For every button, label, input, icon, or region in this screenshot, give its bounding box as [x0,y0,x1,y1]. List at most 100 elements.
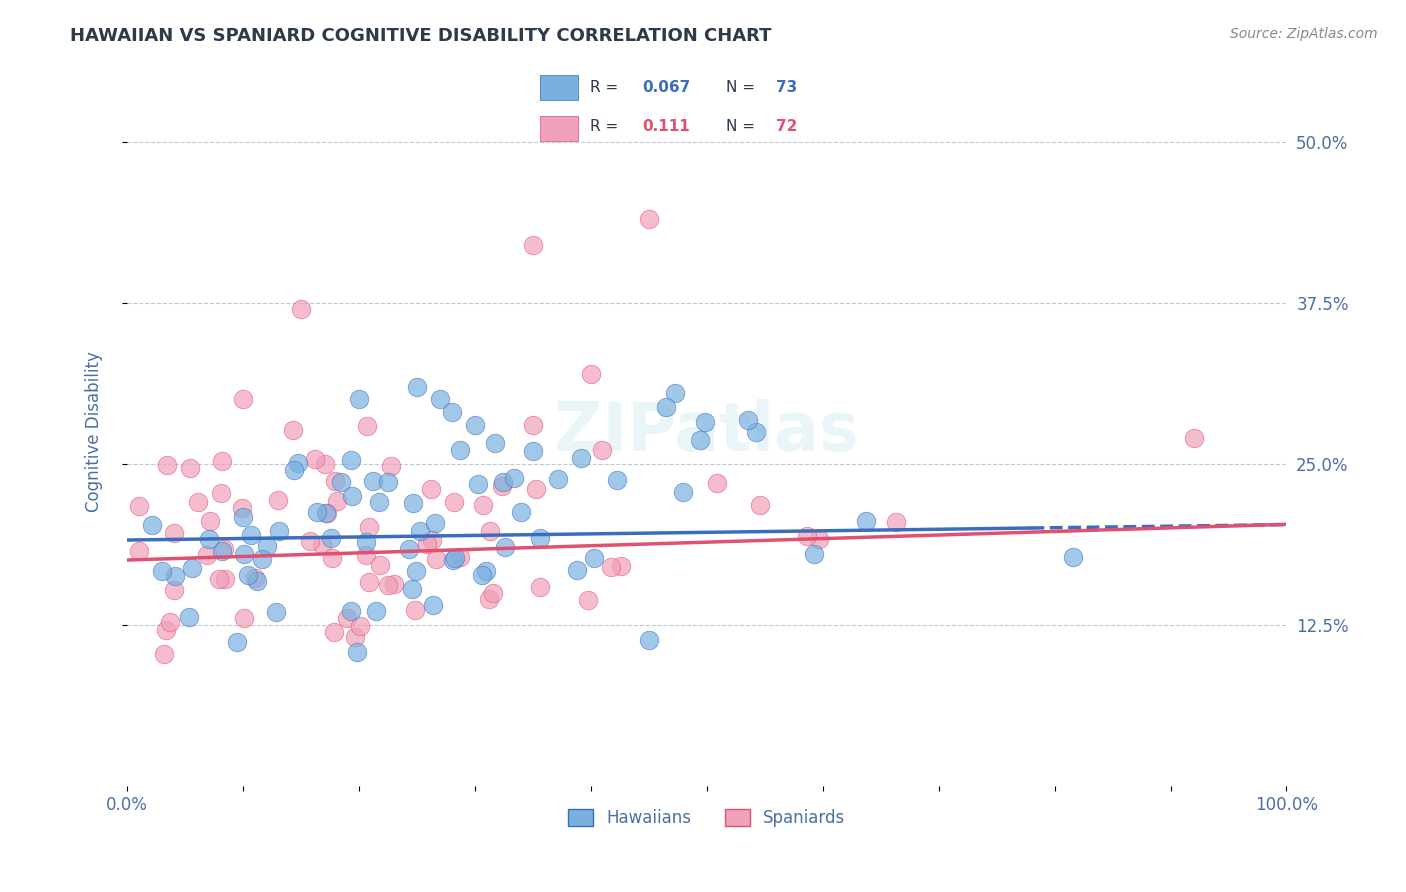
Spaniards [600,560,623,574]
Spaniards [884,515,907,529]
Spaniards [155,624,177,638]
Spaniards [290,302,312,317]
Hawaiians [423,516,446,530]
Spaniards [796,528,818,542]
Hawaiians [315,507,337,521]
Spaniards [443,494,465,508]
Spaniards [706,475,728,490]
Hawaiians [150,564,173,578]
Y-axis label: Cognitive Disability: Cognitive Disability [86,351,103,512]
Hawaiians [165,569,187,583]
Text: 0.067: 0.067 [643,80,690,95]
Text: 72: 72 [776,120,797,134]
Spaniards [449,549,471,564]
Spaniards [214,572,236,586]
Spaniards [200,514,222,528]
Spaniards [314,457,336,471]
Spaniards [153,647,176,661]
Hawaiians [346,645,368,659]
Spaniards [211,453,233,467]
Text: 0.111: 0.111 [643,120,690,134]
Spaniards [416,537,439,551]
Hawaiians [256,539,278,553]
Spaniards [368,558,391,572]
Hawaiians [180,561,202,575]
Spaniards [529,580,551,594]
Hawaiians [211,543,233,558]
Hawaiians [583,551,606,566]
Hawaiians [267,524,290,538]
Spaniards [298,533,321,548]
Spaniards [344,630,367,644]
Hawaiians [232,509,254,524]
Hawaiians [494,540,516,554]
Hawaiians [467,477,489,491]
Hawaiians [252,551,274,566]
Spaniards [591,443,613,458]
Hawaiians [339,604,361,618]
Hawaiians [441,552,464,566]
Hawaiians [569,451,592,466]
Hawaiians [464,418,486,433]
Spaniards [420,533,443,548]
Hawaiians [405,379,427,393]
Hawaiians [356,535,378,549]
Spaniards [156,458,179,473]
Spaniards [610,558,633,573]
Hawaiians [689,433,711,447]
Hawaiians [347,392,370,407]
Spaniards [209,486,232,500]
Spaniards [187,495,209,509]
Spaniards [321,551,343,566]
Spaniards [425,552,447,566]
Spaniards [179,461,201,475]
Text: N =: N = [725,120,759,134]
Hawaiians [329,475,352,489]
Hawaiians [401,582,423,596]
Hawaiians [655,401,678,415]
Hawaiians [693,415,716,429]
Hawaiians [405,564,427,578]
Hawaiians [638,633,661,648]
Legend: Hawaiians, Spaniards: Hawaiians, Spaniards [561,803,852,834]
Hawaiians [471,567,494,582]
Hawaiians [484,436,506,450]
Spaniards [128,500,150,514]
Spaniards [380,459,402,474]
Spaniards [354,549,377,563]
Spaniards [1182,431,1205,445]
Spaniards [311,538,333,552]
Spaniards [404,603,426,617]
Spaniards [281,423,304,437]
Spaniards [349,619,371,633]
Spaniards [522,418,544,433]
Spaniards [382,577,405,591]
Hawaiians [803,547,825,561]
Hawaiians [361,474,384,488]
Hawaiians [367,495,389,509]
Spaniards [359,575,381,590]
Spaniards [232,610,254,624]
Spaniards [304,452,326,467]
Hawaiians [305,505,328,519]
Spaniards [322,625,344,640]
Hawaiians [522,444,544,458]
Hawaiians [1062,549,1084,564]
Hawaiians [475,565,498,579]
Hawaiians [855,515,877,529]
Hawaiians [503,471,526,485]
Hawaiians [422,599,444,613]
Text: R =: R = [591,80,623,95]
Hawaiians [364,604,387,618]
Spaniards [315,506,337,520]
Hawaiians [449,442,471,457]
Spaniards [325,474,347,488]
Spaniards [471,498,494,512]
Spaniards [195,549,218,563]
Spaniards [478,592,501,607]
Spaniards [159,615,181,630]
Spaniards [576,592,599,607]
Spaniards [162,583,184,598]
Bar [540,116,578,141]
Hawaiians [197,532,219,546]
